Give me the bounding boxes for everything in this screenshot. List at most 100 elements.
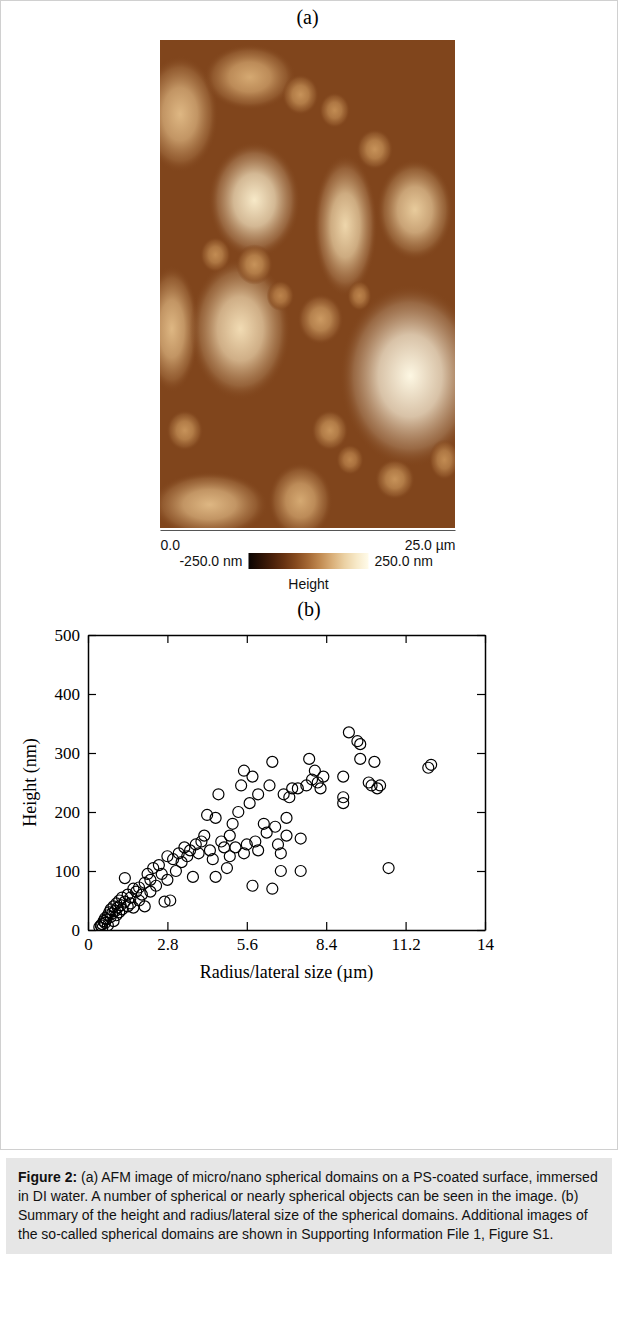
data-point xyxy=(295,866,306,877)
data-point xyxy=(338,798,349,809)
tick-label: 8.4 xyxy=(316,935,338,954)
y-axis-right xyxy=(477,636,486,931)
data-point xyxy=(281,812,292,823)
data-point xyxy=(267,756,278,767)
data-point xyxy=(233,807,244,818)
tick xyxy=(477,930,485,931)
data-point xyxy=(281,830,292,841)
data-point xyxy=(199,830,210,841)
data-point xyxy=(227,818,238,829)
data-point xyxy=(275,866,286,877)
tick-mark xyxy=(477,635,485,636)
caption-text: (a) AFM image of micro/nano spherical do… xyxy=(18,1169,598,1242)
data-point xyxy=(253,845,264,856)
tick-mark xyxy=(88,871,96,872)
data-point xyxy=(264,780,275,791)
spherical-domain xyxy=(190,258,291,400)
spherical-domain xyxy=(282,74,319,115)
tick xyxy=(477,753,485,754)
tick-label: 500 xyxy=(55,626,81,645)
caption: Figure 2: (a) AFM image of micro/nano sp… xyxy=(6,1158,612,1254)
tick-label: 400 xyxy=(55,685,81,704)
panel-a: (a)0.025.0 µm-250.0 nm250.0 nmHeight xyxy=(142,6,481,592)
tick xyxy=(247,635,248,643)
image-area xyxy=(160,40,455,528)
data-point xyxy=(343,727,354,738)
axis-line xyxy=(88,636,90,931)
spherical-domain xyxy=(336,444,364,474)
data-point xyxy=(304,753,315,764)
spherical-domain xyxy=(429,439,455,480)
tick-label: 5.6 xyxy=(237,935,258,954)
data-point xyxy=(270,821,281,832)
axis-line xyxy=(485,636,487,931)
data-point xyxy=(139,901,150,912)
data-point xyxy=(128,902,139,913)
spherical-domain xyxy=(204,44,296,110)
spherical-domain xyxy=(319,93,350,129)
tick: 0.0 xyxy=(161,530,181,553)
x-axis-top xyxy=(89,635,486,643)
tick-label: 2.8 xyxy=(157,935,178,954)
spherical-domain xyxy=(267,280,295,310)
tick-label: 200 xyxy=(55,803,81,822)
tick-mark xyxy=(326,635,327,643)
colorbar xyxy=(249,553,369,569)
data-point xyxy=(151,880,162,891)
tick xyxy=(406,635,407,643)
spherical-domain xyxy=(236,244,273,285)
tick-mark xyxy=(406,922,407,930)
tick-label: 0 xyxy=(84,935,93,954)
tick xyxy=(477,812,485,813)
tick-mark xyxy=(477,812,485,813)
tick: 0 xyxy=(72,921,97,940)
data-point xyxy=(426,759,437,770)
tick-mark xyxy=(406,635,407,643)
x-axis: 02.85.68.411.214 xyxy=(84,922,494,954)
tick-label: 25.0 µm xyxy=(405,537,456,553)
tick-mark xyxy=(477,753,485,754)
tick: 500 xyxy=(55,626,97,645)
data-point xyxy=(372,783,383,794)
spherical-domain xyxy=(200,237,231,273)
data-point xyxy=(165,895,176,906)
spherical-domain xyxy=(160,472,268,528)
data-point xyxy=(213,789,224,800)
tick: 11.2 xyxy=(392,922,421,954)
tick xyxy=(477,871,485,872)
tick: 5.6 xyxy=(237,922,258,954)
tick: 200 xyxy=(55,803,97,822)
y-axis: 0100200300400500 xyxy=(55,626,97,940)
data-point xyxy=(187,871,198,882)
data-point xyxy=(383,863,394,874)
data-point xyxy=(253,789,264,800)
data-point xyxy=(247,880,258,891)
tick-mark xyxy=(477,871,485,872)
data-point xyxy=(423,762,434,773)
figure-border xyxy=(1,1,618,1150)
tick-mark xyxy=(326,922,327,930)
data-point xyxy=(119,873,130,884)
tick-label: 300 xyxy=(55,744,81,763)
tick: 25.0 µm xyxy=(405,530,456,553)
tick-mark xyxy=(167,922,168,930)
data-point xyxy=(355,753,366,764)
spherical-domain xyxy=(166,410,203,451)
data-point xyxy=(210,812,221,823)
data-point xyxy=(295,833,306,844)
tick-mark xyxy=(88,694,96,695)
tick-mark xyxy=(247,635,248,643)
spherical-domain xyxy=(375,459,415,500)
data-point xyxy=(352,736,363,747)
data-point xyxy=(267,883,278,894)
spherical-domain xyxy=(356,129,393,170)
spherical-domain xyxy=(297,294,343,345)
tick-mark xyxy=(88,635,96,636)
spherical-domain xyxy=(347,280,372,310)
points xyxy=(94,727,437,930)
data-point xyxy=(315,783,326,794)
axis-line xyxy=(89,635,486,637)
caption-label: Figure 2: xyxy=(18,1169,77,1185)
spherical-domain xyxy=(268,463,332,528)
data-point xyxy=(275,848,286,859)
